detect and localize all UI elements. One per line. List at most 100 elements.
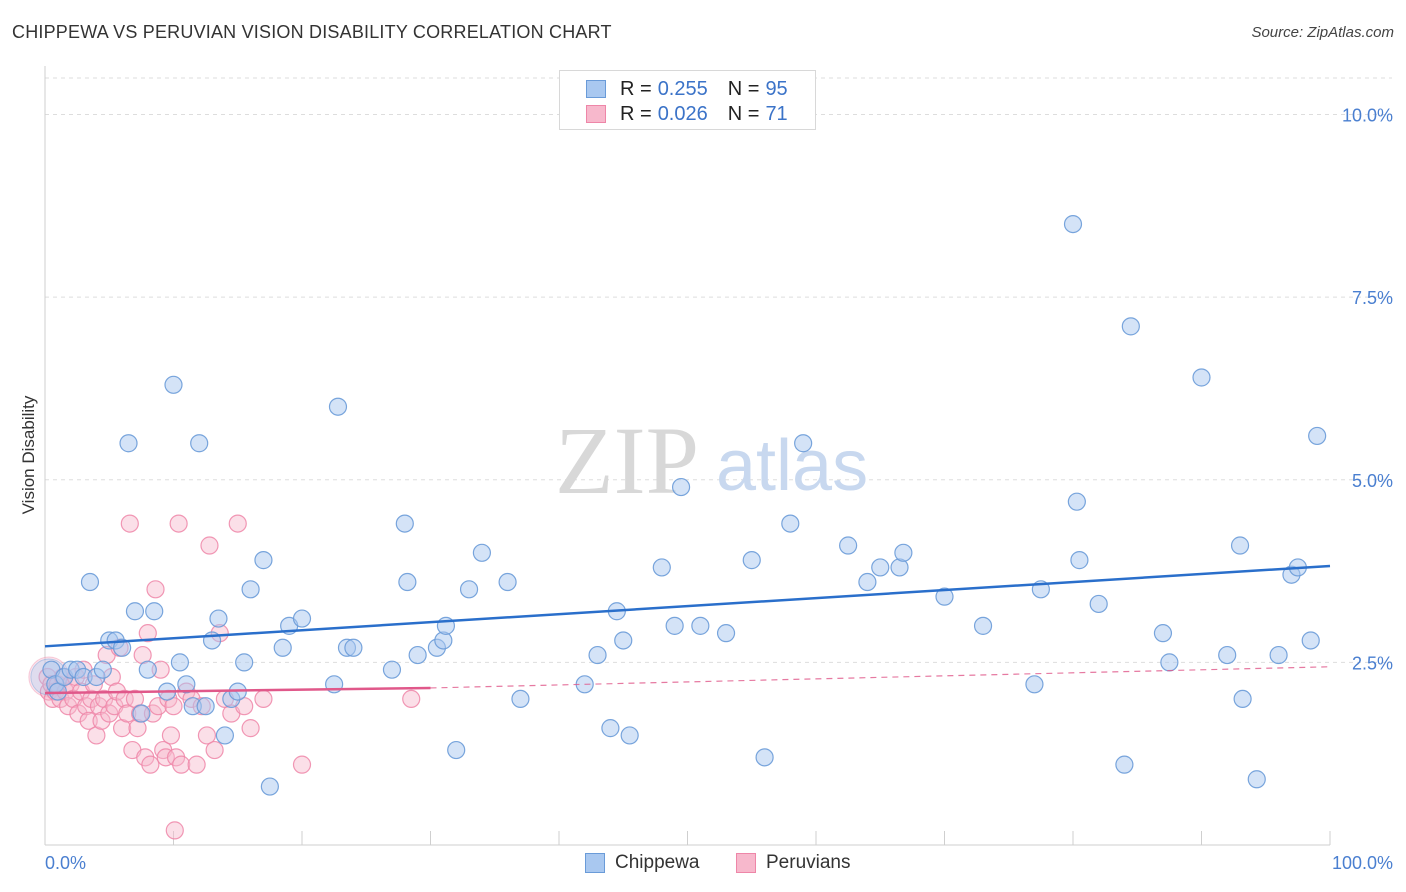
x-tick-label: 0.0%: [45, 853, 86, 873]
data-point: [1067, 492, 1086, 511]
bottom-legend-peruvians: Peruvians: [736, 852, 851, 874]
data-point: [402, 689, 421, 709]
data-point: [215, 726, 234, 745]
data-point: [894, 543, 913, 562]
source-credit: Source: ZipAtlas.com: [1251, 24, 1394, 41]
trend-lines: [44, 564, 1331, 695]
data-point: [498, 572, 517, 592]
data-point: [170, 653, 190, 672]
data-point: [935, 587, 954, 606]
data-point: [344, 638, 363, 657]
data-point: [398, 572, 417, 592]
data-point: [871, 558, 890, 577]
data-point: [716, 624, 736, 643]
data-point: [197, 726, 217, 745]
data-point: [145, 602, 164, 621]
data-point: [125, 602, 145, 621]
data-point: [292, 609, 312, 628]
data-point: [671, 477, 691, 497]
y-axis-title: Vision Disability: [19, 395, 38, 514]
data-point: [1089, 594, 1108, 614]
tick-labels: 2.5% 5.0% 7.5% 10.0% 0.0% 100.0%: [45, 106, 1393, 873]
y-tick-label: 5.0%: [1352, 471, 1393, 491]
data-point: [781, 514, 800, 533]
data-point: [172, 755, 191, 774]
data-point: [328, 397, 348, 416]
data-point: [1230, 536, 1250, 555]
data-point: [1192, 368, 1211, 387]
data-point: [858, 572, 877, 592]
data-point: [112, 638, 132, 657]
data-point: [190, 434, 209, 453]
data-point: [742, 551, 761, 570]
data-point: [511, 689, 530, 709]
data-point: [1153, 624, 1173, 643]
chart-title: CHIPPEWA VS PERUVIAN VISION DISABILITY C…: [12, 22, 612, 42]
x-tick-label: 100.0%: [1332, 853, 1393, 873]
data-point: [1301, 631, 1320, 650]
data-point: [228, 514, 247, 533]
axes: [44, 66, 1331, 846]
data-point: [472, 543, 491, 562]
data-point: [973, 616, 993, 635]
data-point: [292, 755, 312, 774]
legend-r-label: R =: [620, 102, 652, 125]
data-point: [119, 434, 138, 453]
y-tick-label: 10.0%: [1342, 106, 1393, 126]
data-point: [1070, 551, 1089, 570]
data-point: [1121, 317, 1140, 336]
watermark-atlas: atlas: [716, 426, 868, 506]
data-point: [1160, 653, 1179, 672]
data-point: [187, 755, 206, 774]
legend-row-peruvians: R = 0.026 N = 71: [586, 102, 788, 126]
data-point: [408, 645, 427, 665]
data-point: [92, 711, 111, 730]
data-point: [79, 711, 98, 730]
data-point: [241, 580, 260, 599]
legend-n-label: N =: [727, 102, 760, 125]
legend-r-value: 0.255: [657, 77, 708, 100]
data-point: [691, 616, 710, 635]
data-point: [115, 689, 134, 709]
data-point: [196, 697, 215, 716]
data-point: [254, 689, 273, 709]
chippewa-trend-line: [44, 564, 1331, 648]
data-point: [665, 616, 684, 635]
data-point: [1269, 645, 1288, 665]
legend-n-label: N =: [727, 77, 760, 100]
data-point: [138, 660, 157, 679]
data-point: [601, 719, 620, 738]
watermark-zip: ZIP: [555, 407, 699, 514]
peruvian-legend-swatch: [736, 853, 756, 873]
data-point: [1063, 214, 1083, 234]
peruvian-legend-label: Peruvians: [766, 852, 851, 873]
data-point: [141, 755, 160, 774]
data-point: [254, 551, 273, 570]
data-point: [395, 514, 414, 533]
y-tick-label: 7.5%: [1352, 288, 1393, 308]
legend-n-value: 71: [765, 102, 788, 125]
data-point: [169, 514, 188, 533]
data-point: [148, 697, 168, 716]
data-point: [447, 740, 466, 760]
data-point: [69, 704, 88, 723]
data-point: [164, 375, 183, 394]
legend-row-chippewa: R = 0.255 N = 95: [586, 77, 788, 101]
chippewa-swatch: [586, 80, 606, 98]
data-point: [200, 536, 219, 555]
peruvian-trend-extension: [430, 666, 1331, 689]
legend-r-label: R =: [620, 77, 652, 100]
data-point: [1218, 645, 1237, 665]
data-point: [205, 740, 224, 760]
data-point: [241, 719, 260, 738]
data-point: [235, 653, 254, 672]
data-point: [146, 580, 165, 599]
legend-r-value: 0.026: [657, 102, 708, 125]
data-point: [177, 675, 196, 694]
data-point: [652, 558, 671, 577]
data-point: [1247, 770, 1266, 789]
data-point: [120, 514, 139, 533]
data-point: [1025, 675, 1044, 694]
data-point: [755, 748, 774, 767]
